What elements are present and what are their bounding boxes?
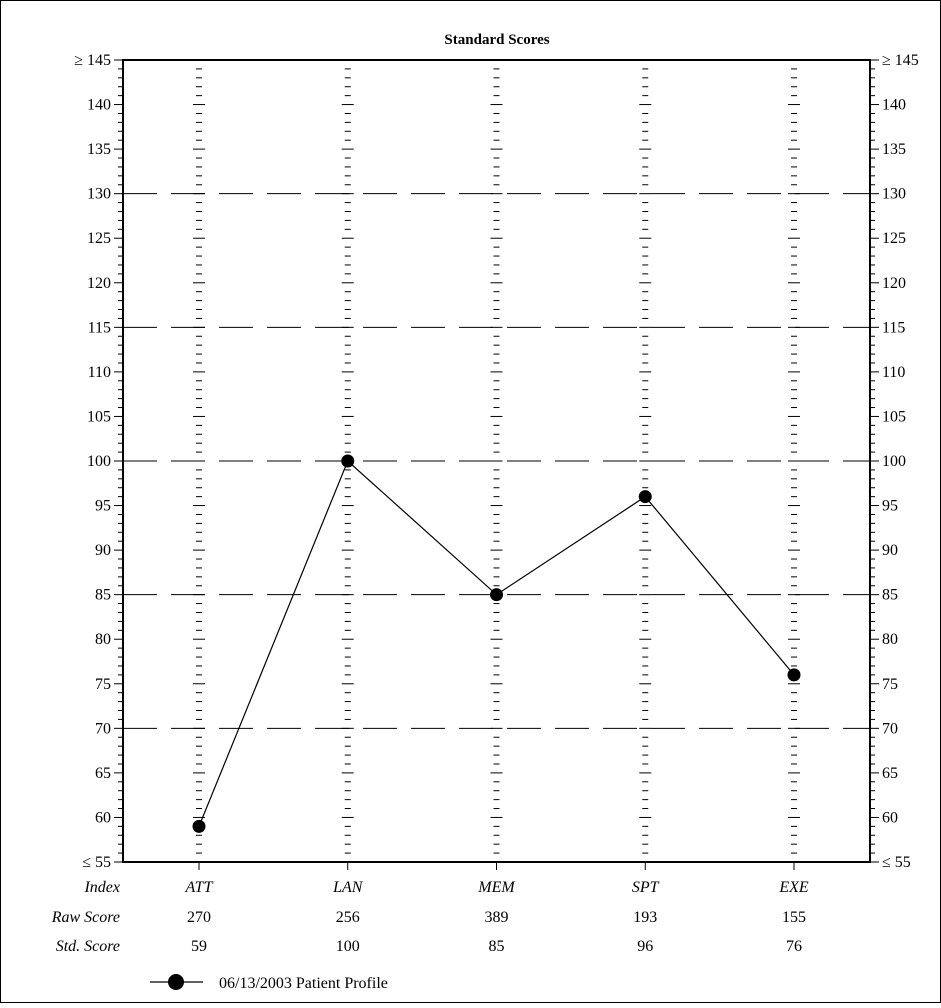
raw-score-cell: 389: [485, 909, 509, 926]
left-tick-label: 110: [88, 364, 111, 381]
right-tick-label: ≤ 55: [882, 854, 911, 871]
left-tick-label: 75: [95, 676, 111, 693]
right-tick-label: 120: [882, 275, 906, 292]
right-tick-label: 90: [882, 542, 898, 559]
left-tick-label: ≤ 55: [82, 854, 111, 871]
row-label-index: Index: [83, 879, 120, 896]
right-tick-label: 115: [882, 319, 905, 336]
category-label: ATT: [185, 879, 214, 896]
legend-marker: [168, 974, 184, 990]
std-score-cell: 85: [489, 938, 505, 955]
data-point: [192, 819, 206, 833]
data-point: [341, 454, 355, 468]
right-tick-label: 60: [882, 809, 898, 826]
chart-title: Standard Scores: [444, 32, 549, 48]
category-tick-ladder: [788, 68, 800, 854]
left-tick-label: 120: [87, 275, 111, 292]
left-tick-label: 135: [87, 141, 111, 158]
right-tick-label: 65: [882, 765, 898, 782]
category-label: EXE: [778, 879, 809, 896]
left-tick-label: 115: [88, 319, 111, 336]
left-tick-label: 70: [95, 720, 111, 737]
right-tick-label: 125: [882, 230, 906, 247]
right-tick-label: 70: [882, 720, 898, 737]
raw-score-cell: 193: [633, 909, 657, 926]
category-tick-ladder: [490, 68, 503, 854]
data-point: [787, 668, 801, 682]
right-tick-label: ≥ 145: [882, 52, 919, 69]
legend: 06/13/2003 Patient Profile: [150, 974, 388, 992]
data-point: [490, 588, 503, 602]
right-tick-label: 135: [882, 141, 906, 158]
category-label: MEM: [477, 879, 516, 896]
category-tick-ladder: [341, 68, 354, 854]
left-tick-label: ≥ 145: [74, 52, 111, 69]
std-score-cell: 59: [191, 938, 207, 955]
left-tick-label: 90: [95, 542, 111, 559]
right-tick-label: 110: [882, 364, 905, 381]
raw-score-cell: 270: [187, 909, 211, 926]
left-tick-label: 125: [87, 230, 111, 247]
right-tick-label: 100: [882, 453, 906, 470]
right-tick-label: 75: [882, 676, 898, 693]
left-tick-label: 140: [87, 97, 111, 114]
std-score-cell: 76: [786, 938, 802, 955]
left-tick-label: 80: [95, 631, 111, 648]
right-tick-label: 80: [882, 631, 898, 648]
legend-label: 06/13/2003 Patient Profile: [219, 975, 388, 992]
left-tick-label: 95: [95, 498, 111, 515]
std-score-cell: 96: [637, 938, 653, 955]
left-tick-label: 65: [95, 765, 111, 782]
right-tick-label: 85: [882, 587, 898, 604]
data-point: [638, 490, 652, 504]
left-tick-label: 60: [95, 809, 111, 826]
left-tick-label: 85: [95, 587, 111, 604]
right-tick-label: 105: [882, 408, 906, 425]
left-tick-label: 130: [87, 186, 111, 203]
raw-score-cell: 256: [336, 909, 360, 926]
category-label: SPT: [632, 879, 660, 896]
raw-score-cell: 155: [782, 909, 806, 926]
right-tick-label: 130: [882, 186, 906, 203]
right-tick-label: 95: [882, 498, 898, 515]
category-label: LAN: [332, 879, 364, 896]
left-tick-label: 100: [87, 453, 111, 470]
left-tick-label: 105: [87, 408, 111, 425]
std-score-cell: 100: [336, 938, 360, 955]
right-tick-label: 140: [882, 97, 906, 114]
row-label-raw-score: Raw Score: [51, 909, 120, 926]
category-tick-ladder: [193, 68, 205, 854]
row-label-std-score: Std. Score: [56, 938, 120, 955]
